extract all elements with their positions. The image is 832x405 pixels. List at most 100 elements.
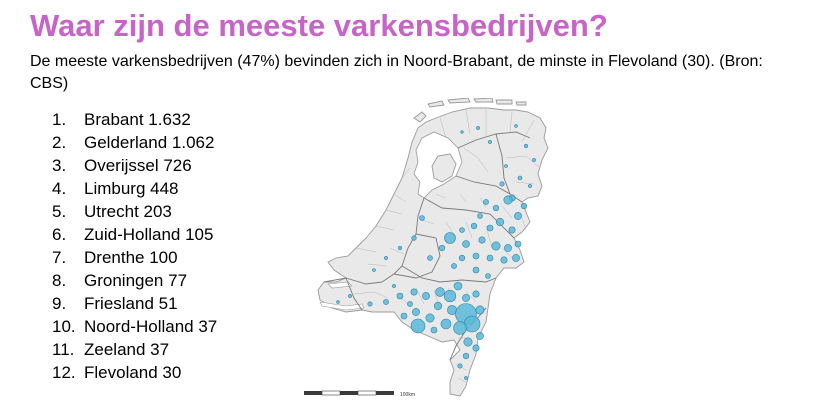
- ranking-item: 7. Drenthe 100: [52, 246, 217, 269]
- wadden-islands: [413, 98, 527, 123]
- farm-bubble-12: [520, 202, 528, 210]
- farm-bubble-24: [462, 240, 470, 248]
- farm-bubble-62: [440, 318, 452, 330]
- farm-bubble-36: [451, 263, 457, 269]
- farm-bubble-37: [472, 266, 480, 274]
- farm-bubble-49: [396, 292, 404, 300]
- farm-bubble-35: [427, 255, 433, 261]
- ranking-number: 7.: [52, 248, 67, 267]
- ranking-number: 10.: [52, 317, 76, 336]
- farm-bubble-26: [491, 241, 501, 251]
- farm-bubble-45: [348, 294, 352, 298]
- farm-bubble-40: [411, 235, 417, 241]
- farm-bubble-18: [508, 226, 516, 234]
- farm-bubble-75: [430, 326, 438, 334]
- ranking-number: 2.: [52, 133, 67, 152]
- farm-bubble-29: [512, 254, 520, 262]
- farm-bubble-65: [400, 312, 408, 320]
- scale-bar-label: 100km: [400, 392, 415, 398]
- farm-bubble-47: [367, 301, 373, 307]
- ranking-number: 8.: [52, 271, 67, 290]
- page-title: Waar zijn de meeste varkensbedrijven?: [30, 8, 608, 43]
- farm-bubble-68: [476, 332, 484, 340]
- farm-bubble-9: [460, 130, 464, 134]
- pig-farm-bubbles: [336, 124, 536, 380]
- farm-bubble-63: [425, 313, 435, 323]
- farm-bubble-54: [453, 281, 463, 291]
- farm-bubble-46: [336, 300, 340, 304]
- ranking-label: Limburg 448: [84, 179, 179, 198]
- farm-bubble-48: [383, 299, 389, 305]
- farm-bubble-7: [517, 175, 523, 181]
- ranking-label: Zuid-Holland 105: [84, 225, 214, 244]
- oosterschelde: [327, 281, 353, 289]
- farm-bubble-52: [435, 287, 445, 297]
- farm-bubble-53: [443, 289, 457, 303]
- farm-bubble-66: [410, 318, 426, 334]
- netherlands-bubble-map: 100km: [304, 98, 549, 398]
- ranking-item: 11. Zeeland 37: [52, 338, 217, 361]
- page-subtitle: De meeste varkensbedrijven (47%) bevinde…: [30, 53, 763, 92]
- farm-bubble-10: [499, 181, 505, 187]
- farm-bubble-27: [504, 244, 512, 252]
- province-ranking-list: 1. Brabant 1.632 2. Gelderland 1.062 3. Ove…: [52, 108, 217, 384]
- farm-bubble-73: [464, 376, 468, 380]
- farm-bubble-21: [470, 222, 478, 230]
- farm-bubble-3: [514, 124, 518, 128]
- farm-bubble-16: [514, 212, 522, 220]
- ranking-item: 6. Zuid-Holland 105: [52, 223, 217, 246]
- ranking-label: Overijssel 726: [84, 156, 192, 175]
- ranking-number: 11.: [52, 340, 75, 359]
- farm-bubble-67: [475, 305, 485, 315]
- flevoland-polder: [431, 153, 457, 183]
- ranking-label: Utrecht 203: [84, 202, 172, 221]
- ranking-number: 9.: [52, 294, 67, 313]
- ranking-item: 10. Noord-Holland 37: [52, 315, 217, 338]
- farm-bubble-13: [503, 195, 513, 205]
- farm-bubble-5: [532, 158, 536, 162]
- ranking-label: Zeeland 37: [84, 340, 170, 359]
- farm-bubble-4: [523, 143, 529, 149]
- ranking-label: Noord-Holland 37: [84, 317, 218, 336]
- westerschelde: [319, 301, 365, 311]
- farm-bubble-25: [478, 236, 486, 244]
- farm-bubble-15: [492, 204, 500, 212]
- ranking-number: 5.: [52, 202, 67, 221]
- farm-bubble-74: [407, 301, 413, 307]
- farm-bubble-22: [459, 227, 465, 233]
- ranking-label: Drenthe 100: [84, 248, 178, 267]
- farm-bubble-6: [504, 164, 508, 168]
- farm-bubble-23: [444, 232, 456, 244]
- farm-bubble-70: [472, 344, 480, 352]
- farm-bubble-28: [514, 240, 522, 248]
- farm-bubble-43: [372, 268, 376, 272]
- farm-bubble-42: [384, 256, 388, 260]
- ranking-label: Friesland 51: [84, 294, 178, 313]
- ranking-label: Groningen 77: [84, 271, 188, 290]
- farm-bubble-8: [528, 184, 532, 188]
- ranking-number: 12.: [52, 363, 76, 382]
- farm-bubble-31: [486, 254, 494, 262]
- ranking-item: 1. Brabant 1.632: [52, 108, 217, 131]
- farm-bubble-38: [485, 273, 491, 279]
- farm-bubble-51: [422, 292, 430, 300]
- farm-bubble-20: [486, 224, 494, 232]
- ranking-item: 3. Overijssel 726: [52, 154, 217, 177]
- ranking-item: 4. Limburg 448: [52, 177, 217, 200]
- scale-bar: 100km: [304, 390, 415, 398]
- ranking-item: 9. Friesland 51: [52, 292, 217, 315]
- farm-bubble-19: [477, 213, 483, 219]
- ranking-number: 3.: [52, 156, 67, 175]
- farm-bubble-2: [488, 140, 492, 144]
- ranking-label: Gelderland 1.062: [84, 133, 215, 152]
- ranking-number: 6.: [52, 225, 67, 244]
- ranking-number: 1.: [52, 110, 67, 129]
- farm-bubble-57: [433, 301, 443, 311]
- farm-bubble-71: [462, 352, 470, 360]
- farm-bubble-55: [462, 294, 470, 302]
- ranking-item: 5. Utrecht 203: [52, 200, 217, 223]
- ranking-number: 4.: [52, 179, 67, 198]
- farm-bubble-64: [412, 308, 420, 316]
- farm-bubble-33: [458, 254, 466, 262]
- farm-bubble-44: [392, 284, 396, 288]
